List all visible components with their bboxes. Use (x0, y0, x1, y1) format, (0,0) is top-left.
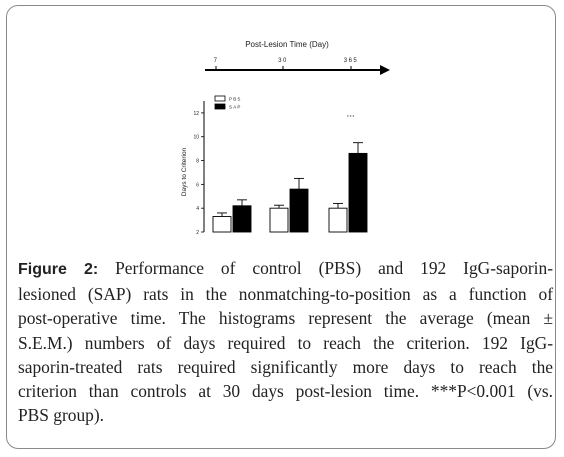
bar-sap-7 (232, 205, 252, 233)
caption-line-3: post-operative time. The histograms repr… (18, 308, 553, 329)
figure-graphic: Post-Lesion Time (Day) 7 30 365 2 4 6 8 10 12 D… (181, 40, 390, 236)
legend: PBS SAP (214, 95, 242, 110)
bar-sap-30 (289, 188, 309, 233)
y-axis-label: Days to Criterion (181, 147, 188, 196)
legend-label-sap: SAP (229, 105, 242, 110)
caption-line-7: PBS group). (18, 405, 105, 426)
bar-plot: 2 4 6 8 10 12 Days to Criterion PBS SAP *** (181, 95, 368, 236)
y-tick-label-4: 4 (196, 206, 199, 212)
caption-text-1: Performance of control (PBS) and 192 IgG… (98, 258, 553, 278)
timeline-tick-label-30: 30 (278, 58, 288, 64)
caption-line-4: S.E.M.) numbers of days required to reac… (18, 332, 553, 353)
caption-line-1: Figure 2: Performance of control (PBS) a… (18, 256, 553, 282)
y-tick-label-10: 10 (193, 135, 199, 141)
figure-caption: Figure 2: Performance of control (PBS) a… (18, 256, 553, 427)
bar-sap-365 (348, 152, 368, 233)
timeline-tick-label-365: 365 (344, 58, 359, 64)
caption-line-5: saporin-treated rats required significan… (18, 356, 553, 377)
caption-line-2: lesioned (SAP) rats in the nonmatching-t… (18, 284, 553, 305)
significance-annotation: *** (347, 115, 355, 121)
bar-pbs-365 (328, 207, 348, 233)
timeline-arrowhead (380, 65, 390, 75)
caption-line-6: criterion than controls at 30 days post-… (18, 381, 553, 402)
y-tick-label-2: 2 (196, 230, 199, 236)
y-tick-label-6: 6 (196, 182, 199, 188)
timeline: Post-Lesion Time (Day) 7 30 365 (205, 40, 390, 75)
y-tick-label-12: 12 (193, 111, 199, 117)
timeline-tick-label-7: 7 (214, 58, 219, 64)
caption-label: Figure 2: (18, 261, 99, 278)
legend-swatch-pbs (214, 95, 226, 102)
bar-pbs-7 (212, 216, 232, 233)
bar-pbs-30 (269, 207, 289, 233)
timeline-title: Post-Lesion Time (Day) (245, 40, 329, 49)
y-tick-label-8: 8 (196, 159, 199, 165)
legend-label-pbs: PBS (229, 97, 242, 102)
legend-swatch-sap (214, 103, 226, 110)
